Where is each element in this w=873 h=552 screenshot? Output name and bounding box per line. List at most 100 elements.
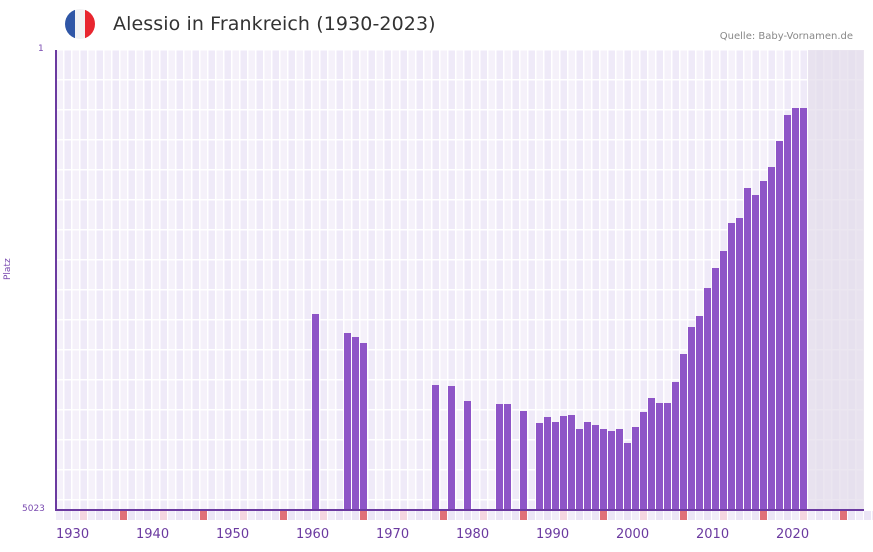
year-marker (568, 511, 575, 520)
bar-1968[interactable] (360, 343, 367, 510)
year-marker (800, 511, 807, 520)
year-marker (288, 511, 295, 520)
bar-1967[interactable] (352, 336, 359, 510)
bar-2005[interactable] (656, 403, 663, 510)
year-marker (128, 511, 135, 520)
bar-1999[interactable] (608, 430, 615, 510)
bar-1981[interactable] (464, 401, 471, 510)
bar-2021[interactable] (784, 115, 791, 510)
y-tick-top: 1 (38, 44, 44, 54)
year-marker (608, 511, 615, 520)
bar-1979[interactable] (448, 385, 455, 510)
bar-1977[interactable] (432, 384, 439, 510)
bar-2001[interactable] (624, 442, 631, 510)
bar-2014[interactable] (728, 223, 735, 510)
year-marker (64, 511, 71, 520)
year-marker (144, 511, 151, 520)
year-marker (368, 511, 375, 520)
year-marker (104, 511, 111, 520)
bar-2022[interactable] (792, 107, 799, 510)
bar-2018[interactable] (760, 180, 767, 510)
bar-1996[interactable] (584, 421, 591, 510)
bar-2000[interactable] (616, 429, 623, 510)
year-marker (80, 511, 87, 520)
bar-1998[interactable] (600, 429, 607, 510)
bar-1988[interactable] (520, 410, 527, 510)
year-marker (248, 511, 255, 520)
year-marker (792, 511, 799, 520)
bar-2009[interactable] (688, 327, 695, 510)
y-tick-bottom: 5023 (22, 504, 45, 514)
bar-2007[interactable] (672, 381, 679, 510)
x-tick-2020: 2020 (776, 527, 810, 542)
year-marker (720, 511, 727, 520)
year-marker (152, 511, 159, 520)
bar-1997[interactable] (592, 425, 599, 510)
bar-2015[interactable] (736, 218, 743, 510)
year-marker (600, 511, 607, 520)
year-marker (624, 511, 631, 520)
x-tick-1990: 1990 (536, 527, 570, 542)
y-axis-line (55, 50, 57, 511)
year-marker (840, 511, 847, 520)
flag-white-stripe (75, 9, 85, 39)
year-marker (408, 511, 415, 520)
bar-2020[interactable] (776, 141, 783, 510)
x-axis-line (55, 509, 864, 511)
x-tick-1970: 1970 (376, 527, 410, 542)
year-marker (712, 511, 719, 520)
year-marker (336, 511, 343, 520)
year-marker (480, 511, 487, 520)
year-marker (376, 511, 383, 520)
bar-1992[interactable] (552, 421, 559, 510)
bar-1995[interactable] (576, 429, 583, 510)
bar-1985[interactable] (496, 404, 503, 510)
chart-title: Alessio in Frankreich (1930-2023) (113, 13, 436, 35)
year-marker (472, 511, 479, 520)
year-marker (424, 511, 431, 520)
year-marker (304, 511, 311, 520)
year-marker (576, 511, 583, 520)
bar-2016[interactable] (744, 188, 751, 510)
x-tick-1930: 1930 (56, 527, 90, 542)
year-marker (728, 511, 735, 520)
bar-2004[interactable] (648, 397, 655, 510)
bar-2017[interactable] (752, 195, 759, 510)
bar-1993[interactable] (560, 416, 567, 510)
year-marker (192, 511, 199, 520)
bar-1990[interactable] (536, 422, 543, 510)
year-marker (760, 511, 767, 520)
year-marker (72, 511, 79, 520)
year-marker (432, 511, 439, 520)
bar-2008[interactable] (680, 354, 687, 510)
year-marker (256, 511, 263, 520)
year-marker (216, 511, 223, 520)
year-marker (680, 511, 687, 520)
bar-2011[interactable] (704, 287, 711, 510)
bar-2003[interactable] (640, 412, 647, 510)
year-marker (816, 511, 823, 520)
year-marker (456, 511, 463, 520)
bar-2006[interactable] (664, 403, 671, 510)
bar-2002[interactable] (632, 427, 639, 510)
year-marker (184, 511, 191, 520)
bar-1994[interactable] (568, 415, 575, 510)
year-marker (592, 511, 599, 520)
year-marker (768, 511, 775, 520)
bar-2012[interactable] (712, 268, 719, 510)
year-marker (560, 511, 567, 520)
bar-2019[interactable] (768, 166, 775, 510)
bar-2010[interactable] (696, 316, 703, 510)
bar-2013[interactable] (720, 250, 727, 510)
year-marker (856, 511, 863, 520)
year-marker (384, 511, 391, 520)
bar-1962[interactable] (312, 313, 319, 510)
year-marker (736, 511, 743, 520)
bar-2023[interactable] (800, 107, 807, 510)
year-marker (208, 511, 215, 520)
year-marker (664, 511, 671, 520)
bar-1986[interactable] (504, 404, 511, 510)
bar-1991[interactable] (544, 417, 551, 510)
bar-1966[interactable] (344, 333, 351, 510)
flag-red-stripe (85, 9, 95, 39)
